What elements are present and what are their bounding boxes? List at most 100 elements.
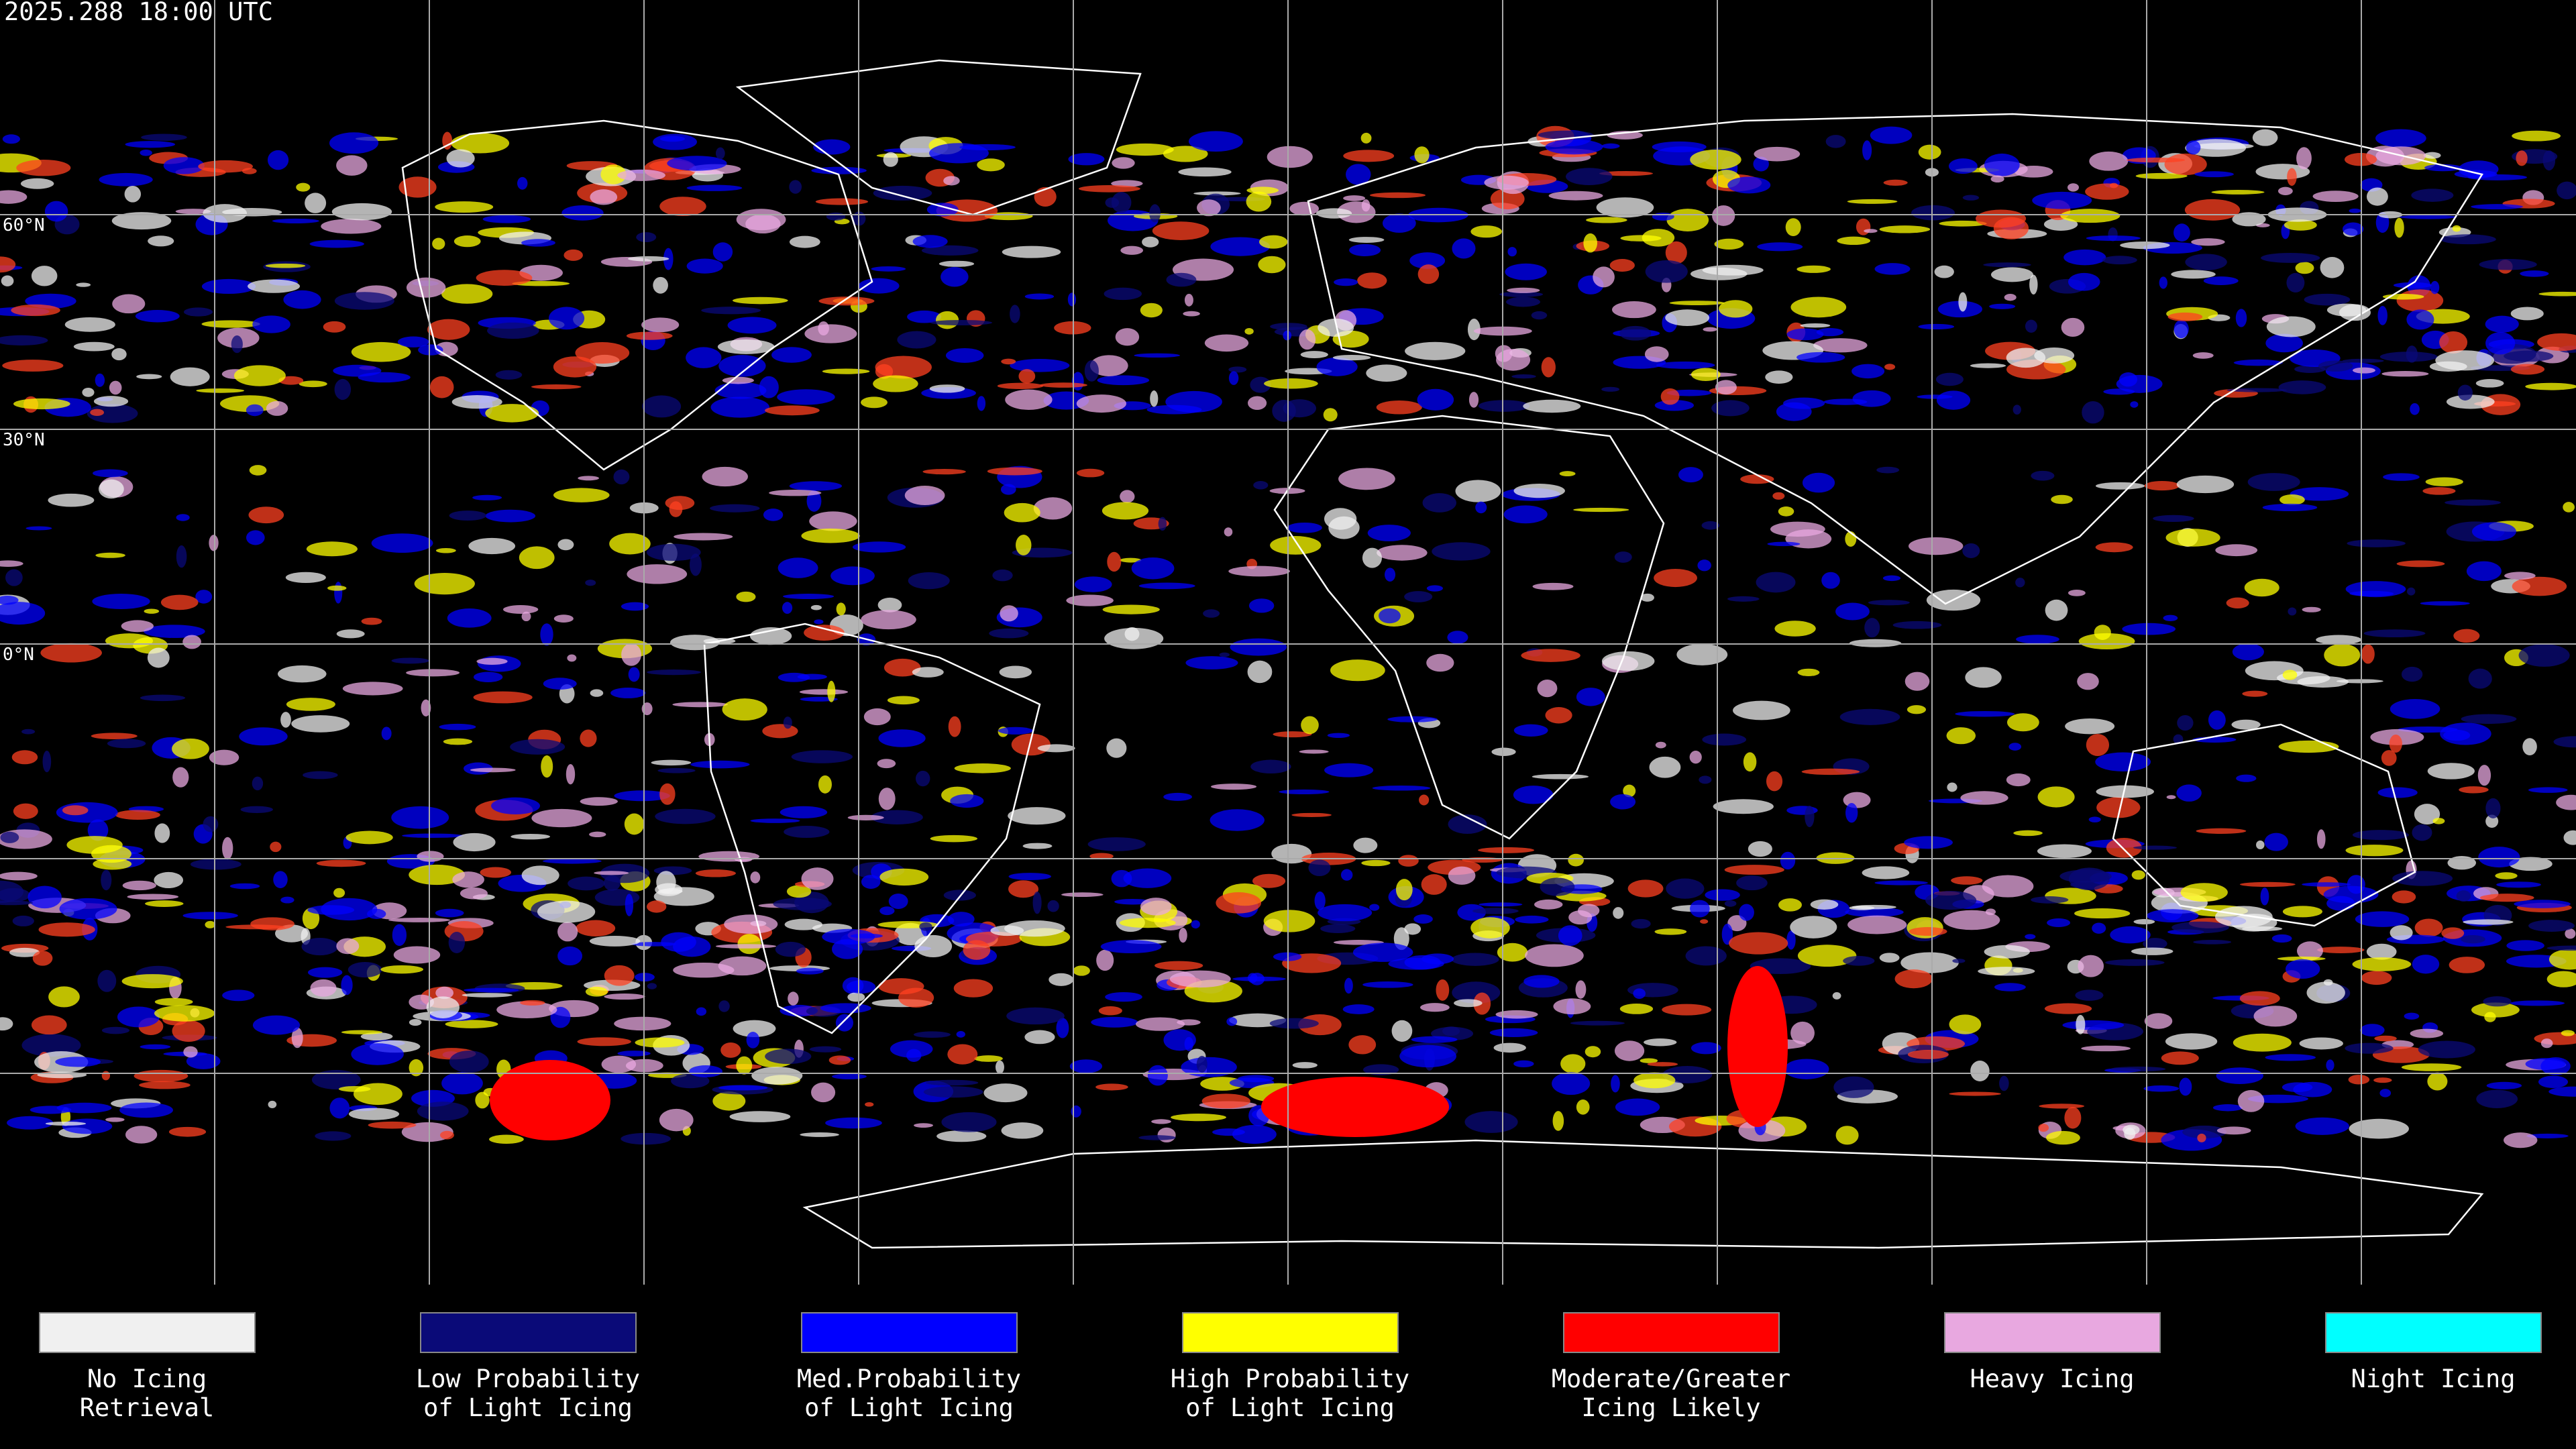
icing-patch xyxy=(878,729,926,747)
icing-patch xyxy=(154,998,193,1006)
icing-patch xyxy=(850,933,883,938)
icing-patch xyxy=(2196,828,2247,834)
icing-patch xyxy=(943,176,960,186)
icing-patch xyxy=(2031,470,2055,481)
icing-patch xyxy=(2265,333,2303,353)
icing-patch xyxy=(765,1049,812,1065)
icing-patch xyxy=(31,266,58,286)
icing-patch xyxy=(557,946,583,966)
icing-patch xyxy=(914,1123,933,1128)
icing-patch xyxy=(476,657,508,665)
icing-patch xyxy=(30,1106,72,1114)
icing-patch xyxy=(265,263,306,268)
icing-patch xyxy=(1558,925,1582,947)
icing-patch xyxy=(1702,264,1764,276)
icing-patch xyxy=(883,152,898,167)
icing-patch xyxy=(2323,979,2333,986)
icing-patch xyxy=(998,727,1033,735)
icing-patch xyxy=(441,284,493,304)
icing-patch xyxy=(1272,400,1296,422)
icing-patch xyxy=(2463,919,2514,925)
icing-patch xyxy=(1611,1075,1620,1093)
icing-patch xyxy=(1002,246,1061,258)
icing-patch xyxy=(417,851,444,862)
icing-patch xyxy=(203,816,219,833)
icing-patch xyxy=(2282,906,2322,918)
icing-patch xyxy=(1984,153,2020,176)
icing-patch xyxy=(1452,238,1476,259)
icing-patch xyxy=(427,319,470,340)
icing-patch xyxy=(101,869,112,891)
icing-patch xyxy=(485,404,539,423)
icing-patch xyxy=(1784,1059,1829,1079)
icing-patch xyxy=(2184,199,2241,221)
legend-label: Retrieval xyxy=(80,1393,214,1422)
icing-patch xyxy=(2067,183,2079,192)
icing-patch xyxy=(818,321,829,336)
icing-patch xyxy=(11,304,60,317)
icing-patch xyxy=(1882,575,1901,582)
icing-patch xyxy=(540,623,553,646)
icing-patch xyxy=(1249,973,1265,985)
icing-patch xyxy=(2495,872,2518,879)
icing-patch xyxy=(1936,390,1971,410)
icing-patch xyxy=(1962,543,1980,558)
icing-patch xyxy=(2440,234,2496,245)
icing-patch xyxy=(783,716,792,729)
icing-patch xyxy=(617,169,665,181)
icing-patch xyxy=(2540,1038,2553,1049)
icing-patch xyxy=(858,278,900,294)
icing-patch xyxy=(2062,1020,2125,1030)
icing-patch xyxy=(1138,1135,1176,1140)
icing-patch xyxy=(1801,768,1860,775)
icing-patch xyxy=(1843,956,1875,966)
icing-patch xyxy=(308,967,343,978)
icing-patch xyxy=(1727,966,1788,1127)
icing-patch xyxy=(651,759,692,766)
icing-patch xyxy=(1690,1042,1721,1055)
icing-patch xyxy=(2360,1024,2385,1037)
icing-patch xyxy=(1513,1060,1534,1067)
icing-patch xyxy=(1656,361,1715,369)
icing-patch xyxy=(1076,394,1127,413)
icing-patch xyxy=(519,1000,545,1006)
icing-patch xyxy=(190,859,241,870)
icing-patch xyxy=(2472,522,2516,541)
icing-patch xyxy=(2237,1089,2265,1112)
icing-patch xyxy=(1934,265,1954,278)
icing-patch xyxy=(549,307,585,330)
icing-patch xyxy=(1484,175,1529,190)
icing-patch xyxy=(1100,940,1162,954)
icing-patch xyxy=(1778,506,1794,517)
icing-patch xyxy=(710,396,769,418)
icing-patch xyxy=(1372,786,1431,791)
icing-patch xyxy=(1361,859,1391,867)
icing-patch xyxy=(2153,515,2194,523)
icing-patch xyxy=(782,602,793,614)
icing-patch xyxy=(751,1067,803,1085)
icing-patch xyxy=(252,315,290,333)
icing-patch xyxy=(280,896,294,904)
icing-patch xyxy=(2235,309,2247,327)
icing-patch xyxy=(1843,792,1871,808)
icing-patch xyxy=(2065,718,2115,735)
icing-patch xyxy=(923,1086,983,1098)
legend-label: Med.Probability xyxy=(797,1364,1021,1393)
icing-patch xyxy=(1805,806,1815,828)
icing-patch xyxy=(1864,618,1880,638)
icing-patch xyxy=(418,344,443,356)
icing-patch xyxy=(2406,587,2416,596)
icing-patch xyxy=(1678,467,1703,483)
icing-patch xyxy=(470,767,516,773)
icing-patch xyxy=(1102,604,1160,614)
icing-patch xyxy=(908,572,950,590)
icing-patch xyxy=(1107,551,1122,572)
icing-patch xyxy=(1813,338,1868,353)
icing-patch xyxy=(2171,270,2216,279)
icing-patch xyxy=(1851,364,1885,379)
icing-patch xyxy=(1566,168,1613,186)
icing-patch xyxy=(406,669,460,677)
icing-patch xyxy=(1135,1017,1185,1031)
icing-patch xyxy=(154,1005,215,1022)
icing-patch xyxy=(2390,699,2440,719)
